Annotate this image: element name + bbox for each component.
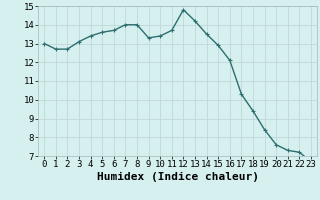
X-axis label: Humidex (Indice chaleur): Humidex (Indice chaleur) [97,172,259,182]
